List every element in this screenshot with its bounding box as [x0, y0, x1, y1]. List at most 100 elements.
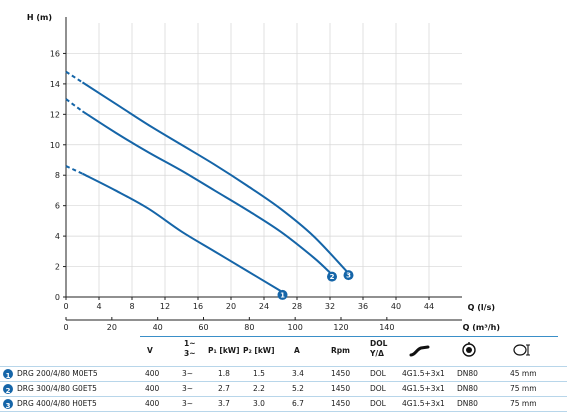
header-rpm: Rpm — [331, 346, 350, 355]
row-phase: 3~ — [182, 384, 194, 393]
cable-icon — [409, 345, 430, 357]
row-p1: 2.7 — [218, 384, 230, 393]
x-tick-label: 36 — [358, 302, 368, 311]
row-outlet: DN80 — [457, 384, 478, 393]
x-tick-label: 4 — [96, 302, 101, 311]
series-marker-label: 1 — [280, 291, 285, 299]
x2-axis-title: Q (m³/h) — [463, 323, 500, 332]
x-tick-label: 32 — [325, 302, 335, 311]
y-tick-label: 16 — [50, 49, 60, 58]
x-tick-label: 0 — [63, 302, 68, 311]
y-tick-label: 6 — [55, 202, 60, 211]
x-tick-label: 12 — [160, 302, 170, 311]
header-p2: P₂ [kW] — [243, 346, 275, 355]
x2-tick-label: 100 — [288, 323, 303, 332]
y-tick-label: 8 — [55, 171, 60, 180]
table-row: 3 DRG 400/4/80 H0ET5 400 3~ 3.7 3.0 6.7 … — [0, 397, 567, 411]
row-marker: 2 — [3, 384, 13, 395]
row-model: DRG 400/4/80 H0ET5 — [17, 399, 97, 408]
series-1-curve — [82, 172, 282, 292]
row-model: DRG 200/4/80 M0ET5 — [17, 369, 98, 378]
x2-tick-label: 0 — [63, 323, 68, 332]
x-tick-label: 44 — [424, 302, 434, 311]
row-rpm: 1450 — [331, 384, 351, 393]
row-amps: 5.2 — [292, 384, 304, 393]
y-tick-label: 10 — [50, 141, 60, 150]
row-cable: 4G1.5+3x1 — [402, 369, 445, 378]
y-tick-label: 2 — [55, 263, 60, 272]
row-outlet: DN80 — [457, 399, 478, 408]
row-marker: 3 — [3, 399, 13, 410]
series-marker-circle — [277, 289, 288, 300]
row-passage: 45 mm — [510, 369, 537, 378]
x2-tick-label: 140 — [379, 323, 394, 332]
row-voltage: 400 — [145, 384, 160, 393]
row-start: DOL — [370, 399, 386, 408]
series-2-marker: 2 — [327, 271, 337, 282]
series-marker-label: 3 — [346, 272, 351, 280]
row-p2: 1.5 — [253, 369, 265, 378]
row-marker: 1 — [3, 369, 13, 380]
row-phase: 3~ — [182, 369, 194, 378]
y-tick-label: 12 — [50, 110, 60, 119]
header-phase-top: 1~ — [184, 339, 196, 348]
y-tick-label: 0 — [55, 293, 60, 302]
chart-grid — [66, 23, 462, 297]
x2-tick-label: 80 — [244, 323, 254, 332]
row-passage: 75 mm — [510, 384, 537, 393]
x2-tick-label: 40 — [153, 323, 163, 332]
x2-tick-label: 20 — [107, 323, 117, 332]
row-cable: 4G1.5+3x1 — [402, 384, 445, 393]
table-row: 2 DRG 300/4/80 G0ET5 400 3~ 2.7 2.2 5.2 … — [0, 382, 567, 396]
header-phase-bottom: 3~ — [184, 349, 196, 358]
row-rpm: 1450 — [331, 399, 351, 408]
series-3-marker: 3 — [343, 270, 354, 281]
x-tick-label: 20 — [226, 302, 236, 311]
row-passage: 75 mm — [510, 399, 537, 408]
pump-outlet-icon — [462, 342, 476, 357]
x-tick-label: 8 — [129, 302, 134, 311]
table-row-rule — [0, 396, 567, 397]
y-tick-label: 14 — [50, 80, 60, 89]
y-axis-title: H (m) — [27, 13, 52, 22]
row-voltage: 400 — [145, 369, 160, 378]
series-2-dashed-segment — [65, 98, 84, 113]
table-header-row: V 1~ 3~ P₁ [kW] P₂ [kW] A Rpm DOL Y/Δ — [0, 339, 567, 362]
table-row: 1 DRG 200/4/80 M0ET5 400 3~ 1.8 1.5 3.4 … — [0, 367, 567, 381]
series-3-dashed-segment — [65, 70, 84, 84]
row-p1: 3.7 — [218, 399, 230, 408]
row-start: DOL — [370, 369, 386, 378]
row-model: DRG 300/4/80 G0ET5 — [17, 384, 97, 393]
x2-tick-label: 120 — [333, 323, 348, 332]
header-voltage: V — [147, 346, 153, 355]
row-rpm: 1450 — [331, 369, 351, 378]
series-1-marker: 1 — [277, 289, 288, 300]
table-header-rule — [0, 366, 567, 367]
table-top-rule — [140, 336, 558, 337]
series-3-curve — [81, 81, 348, 272]
series-marker-circle — [327, 271, 337, 282]
row-outlet: DN80 — [457, 369, 478, 378]
row-p2: 2.2 — [253, 384, 265, 393]
row-p2: 3.0 — [253, 399, 265, 408]
series-marker-circle — [343, 270, 354, 281]
x-tick-label: 16 — [193, 302, 203, 311]
chart-series: 1 2 3 — [65, 70, 354, 300]
row-start: DOL — [370, 384, 386, 393]
y-tick-label: 4 — [55, 232, 60, 241]
header-p1: P₁ [kW] — [208, 346, 240, 355]
row-phase: 3~ — [182, 399, 194, 408]
row-cable: 4G1.5+3x1 — [402, 399, 445, 408]
solid-passage-icon — [513, 344, 530, 356]
header-dol: DOL — [370, 339, 388, 348]
row-voltage: 400 — [145, 399, 160, 408]
table-row-rule — [0, 381, 567, 382]
x-tick-label: 40 — [391, 302, 401, 311]
series-2-curve — [81, 110, 331, 274]
header-star-delta: Y/Δ — [370, 349, 384, 358]
x-tick-label: 24 — [259, 302, 269, 311]
row-p1: 1.8 — [218, 369, 230, 378]
row-amps: 6.7 — [292, 399, 304, 408]
